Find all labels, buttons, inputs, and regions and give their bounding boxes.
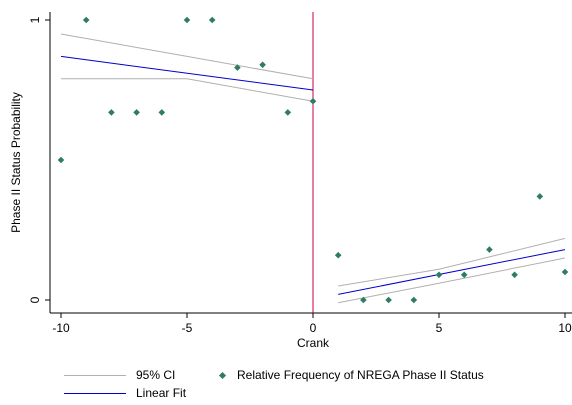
legend-item-points: Relative Frequency of NREGA Phase II Sta… (218, 368, 484, 382)
ci-lower-line (338, 257, 566, 304)
x-tick-label: -10 (52, 321, 70, 335)
data-point (385, 296, 392, 304)
y-tick-label: 0 (28, 296, 42, 303)
legend-ci-label: 95% CI (136, 368, 176, 382)
x-tick-label: 5 (436, 321, 443, 335)
ci-lower-line (61, 78, 314, 102)
legend-fit-label: Linear Fit (136, 386, 187, 400)
data-point (284, 109, 292, 116)
y-tick-label: 1 (28, 16, 42, 23)
data-point (309, 97, 317, 105)
x-tick-label: -5 (182, 321, 193, 335)
data-point (435, 271, 443, 279)
legend-item-ci: 95% CI (64, 368, 175, 382)
data-point (334, 251, 342, 259)
data-point (183, 16, 191, 24)
data-point (259, 61, 266, 69)
data-point (536, 193, 544, 200)
data-point (158, 109, 166, 116)
linear-fit-line (338, 249, 566, 295)
legend-fit-swatch (64, 392, 126, 394)
data-point (360, 296, 367, 304)
legend-item-fit: Linear Fit (64, 386, 186, 400)
data-point (561, 268, 569, 276)
legend-ci-swatch (64, 374, 126, 376)
x-axis-label: Crank (297, 336, 330, 350)
data-point (460, 271, 468, 279)
x-tick-label: 0 (310, 321, 317, 335)
data-point (82, 16, 90, 24)
data-point (57, 156, 65, 164)
y-axis-label: Phase II Status Probability (9, 92, 23, 233)
x-tick-label: 10 (558, 321, 572, 335)
chart-legend: 95% CI Relative Frequency of NREGA Phase… (0, 360, 572, 405)
data-point (410, 296, 418, 304)
data-point (486, 246, 493, 253)
data-point (511, 271, 518, 279)
ci-upper-line (338, 237, 566, 287)
data-point (208, 16, 216, 24)
legend-points-swatch (218, 371, 227, 379)
legend-points-label: Relative Frequency of NREGA Phase II Sta… (237, 368, 484, 382)
data-point (133, 109, 140, 116)
data-point (234, 64, 241, 71)
chart-plot: -10 -5 0 5 10 0 1 Crank Phase II Status Probabil… (9, 12, 572, 350)
linear-fit-line (60, 55, 314, 91)
data-point (108, 109, 115, 116)
ci-upper-line (60, 33, 314, 80)
